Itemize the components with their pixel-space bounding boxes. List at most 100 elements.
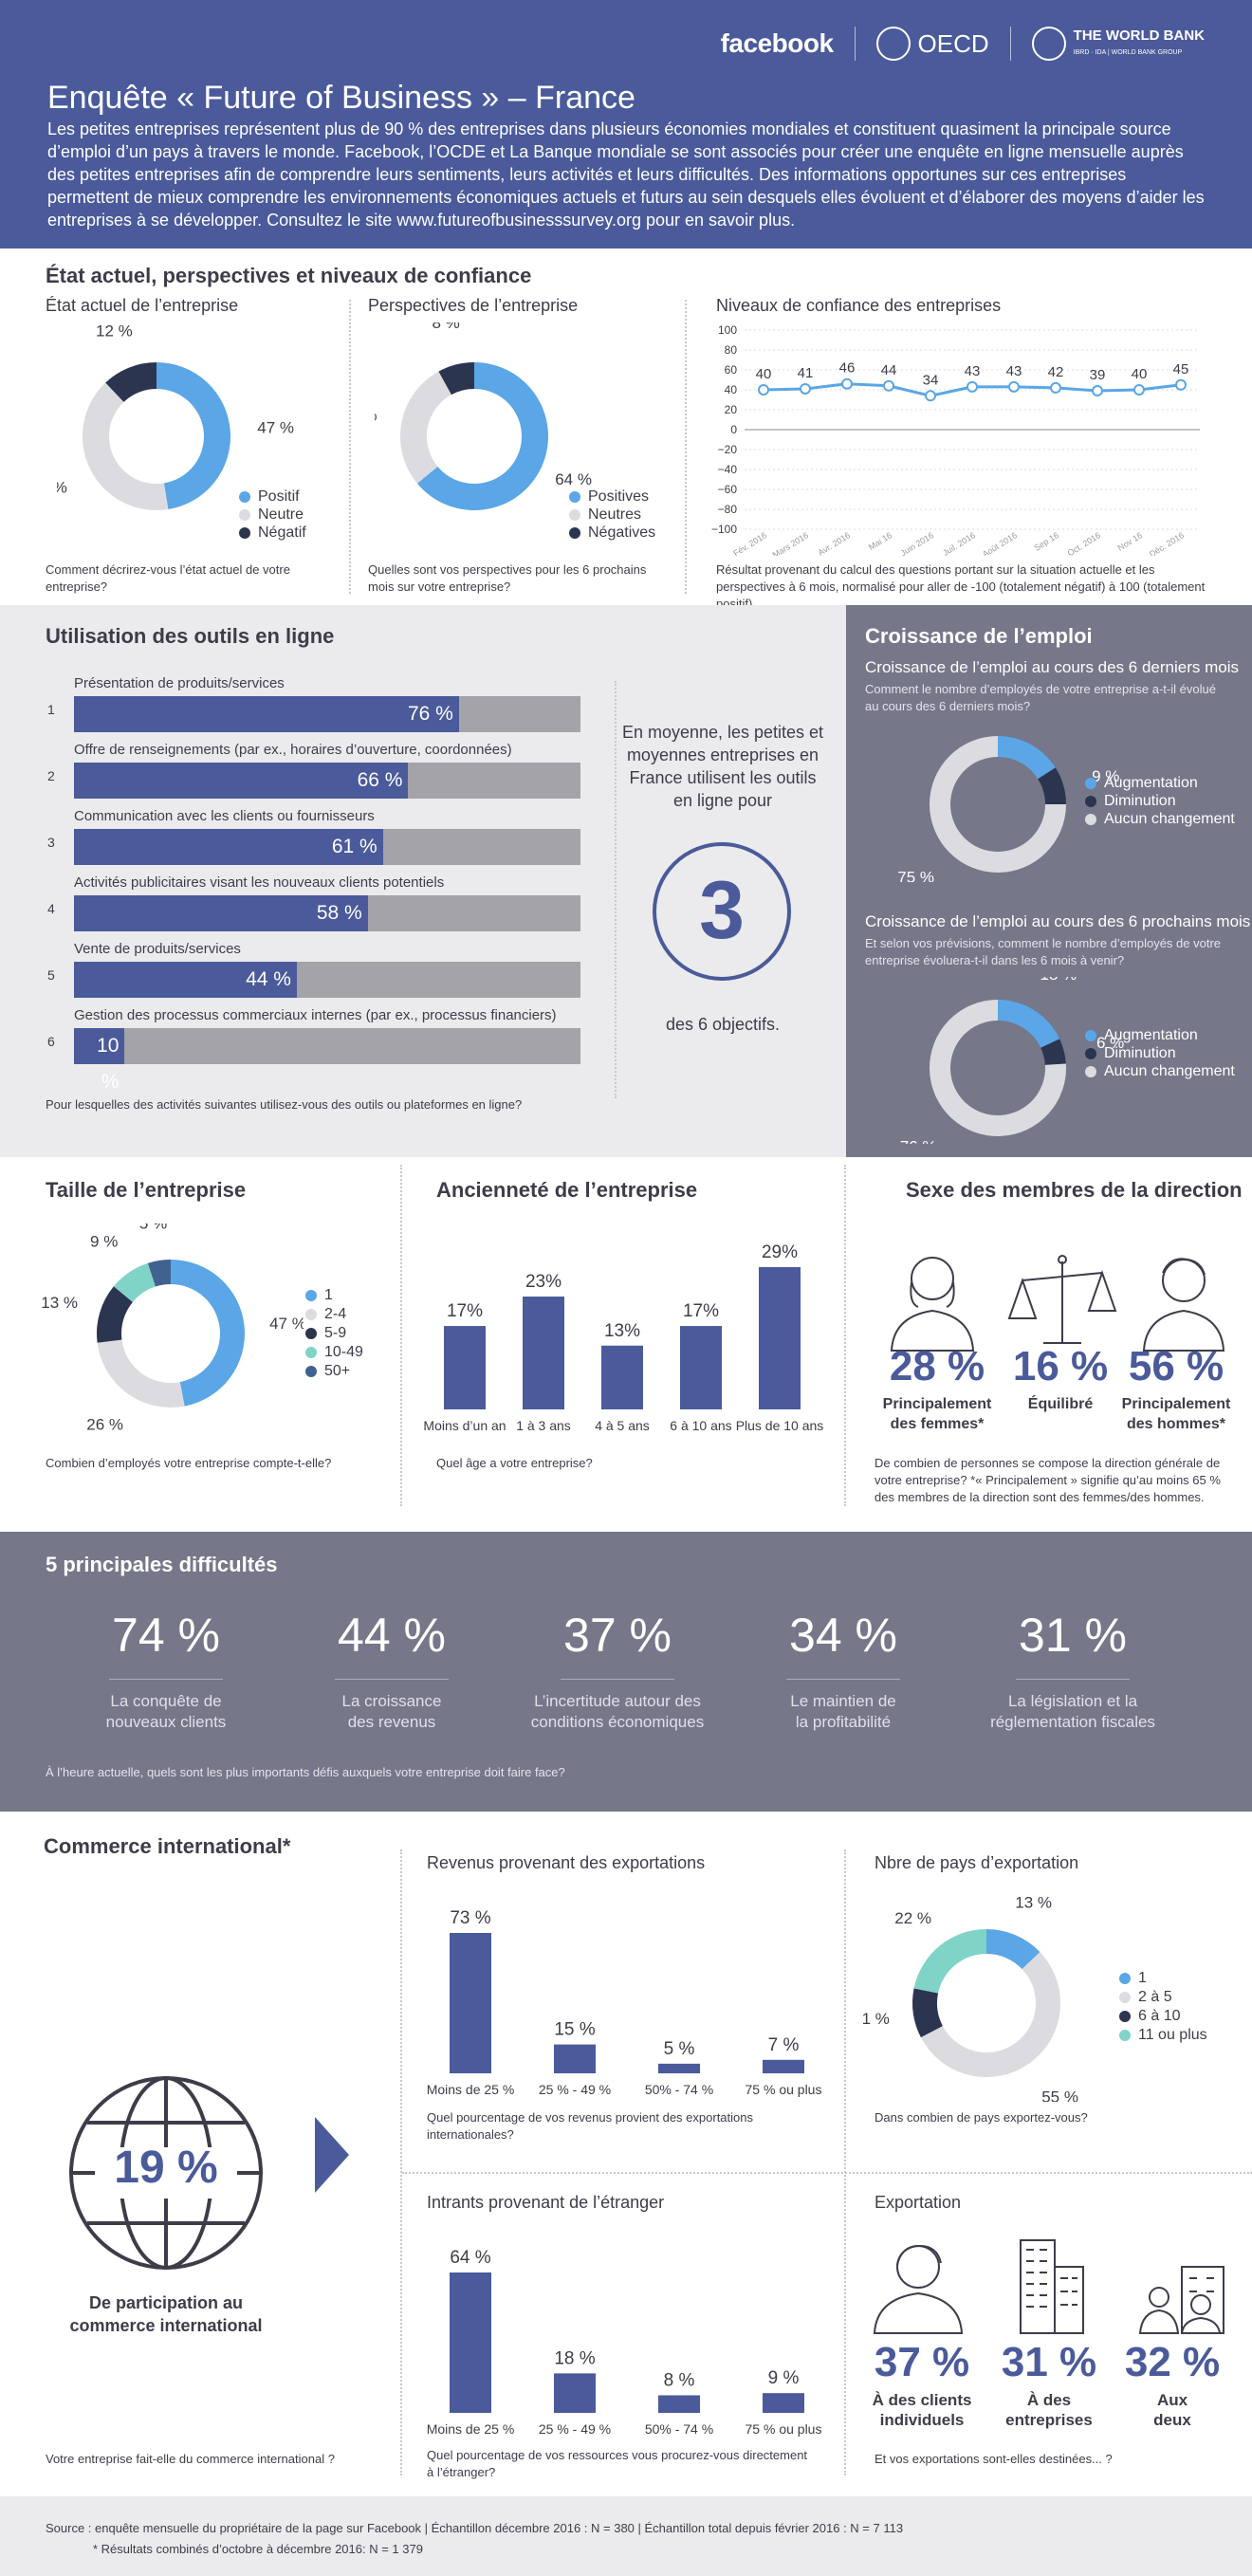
intr-title: Intrants provenant de l’étranger xyxy=(427,2193,665,2212)
donut-slice-taille-0 xyxy=(171,1260,245,1407)
emploi-past-title: Croissance de l’emploi au cours des 6 de… xyxy=(865,658,1240,676)
tools-rank: 4 xyxy=(47,901,55,916)
persp-donut-chart: 64 % 28 % 8 % xyxy=(375,322,592,510)
legend-item-persp-2: Négatives xyxy=(569,524,655,542)
tools-bar-label: Vente de produits/services xyxy=(74,941,241,957)
slice-label-persp-2: 8 % xyxy=(433,322,460,332)
difficulty-value: 37 % xyxy=(563,1609,672,1662)
legend-item-emp_past-1: Diminution xyxy=(1085,792,1235,810)
bar-value-label: 17% xyxy=(683,1301,719,1321)
donut-slice-taille-4 xyxy=(147,1260,171,1287)
legend-swatch xyxy=(1119,2011,1131,2022)
difficulty-value: 44 % xyxy=(338,1609,446,1662)
tools-title: Utilisation des outils en ligne xyxy=(46,624,335,648)
legend-swatch xyxy=(305,1366,317,1377)
emploi-past-question: Comment le nombre d’employés de votre en… xyxy=(865,682,1216,713)
taille-title: Taille de l’entreprise xyxy=(46,1178,247,1202)
bar-value-label: 8 % xyxy=(664,2371,695,2391)
pays-legend: 1 2 à 5 6 à 10 11 ou plus xyxy=(1119,1969,1207,2045)
legend-swatch xyxy=(1085,1029,1096,1041)
slice-label-taille-1: 26 % xyxy=(86,1415,123,1432)
slice-label-persp-1: 28 % xyxy=(375,407,377,425)
sexe-icons xyxy=(890,1255,1225,1352)
emploi-next-legend: Augmentation Diminution Aucun changement xyxy=(1085,1026,1235,1080)
bar-intr xyxy=(658,2395,700,2413)
tools-bar-row: 5 Vente de produits/services 44 % xyxy=(47,941,580,1000)
tools-bar-fill: 76 % xyxy=(74,696,459,732)
bar-anc xyxy=(601,1345,643,1409)
difficulty-value: 74 % xyxy=(112,1609,220,1662)
confidence-value-label: 40 xyxy=(756,366,772,382)
x-tick-label: Déc. 2016 xyxy=(1148,530,1186,556)
persp-title: Perspectives de l’entreprise xyxy=(368,296,579,315)
bar-rev xyxy=(450,1933,491,2073)
tools-bar-label: Présentation de produits/services xyxy=(74,675,285,691)
confidence-point xyxy=(967,380,978,393)
donut-slice-emp_past-2 xyxy=(930,736,1066,873)
confidence-point xyxy=(1050,381,1061,394)
legend-label: 1 xyxy=(1138,1970,1147,1986)
scale-icon xyxy=(1007,1255,1117,1344)
intl-question: Votre entreprise fait-elle du commerce i… xyxy=(46,2452,335,2466)
slice-label-etat-1: 40 % xyxy=(57,478,67,496)
bar-intr xyxy=(450,2272,491,2413)
bar-value-label: 17% xyxy=(447,1301,483,1321)
worldbank-logo: THE WORLD BANK IBRD · IDA | WORLD BANK GR… xyxy=(1031,27,1205,61)
bar-rev xyxy=(554,2044,596,2073)
difficulty-divider xyxy=(786,1679,900,1680)
donut-slice-emp_past-0 xyxy=(998,736,1056,780)
building-icon xyxy=(1020,2239,1084,2334)
difficulty-label: Le maintien de la profitabilité xyxy=(790,1692,896,1731)
arrow-right-icon xyxy=(315,2117,349,2193)
confidence-value-label: 34 xyxy=(923,372,939,388)
bar-rev xyxy=(658,2063,700,2073)
bar-value-label: 5 % xyxy=(664,2039,695,2059)
y-tick-label: 0 xyxy=(730,423,737,436)
sexe-title: Sexe des membres de la direction xyxy=(906,1178,1243,1202)
oecd-logo: OECD xyxy=(875,27,989,61)
legend-swatch xyxy=(239,508,250,521)
worldbank-globe-icon xyxy=(1031,27,1066,61)
intl-value: 19 % xyxy=(114,2143,218,2193)
emploi-next-title: Croissance de l’emploi au cours des 6 pr… xyxy=(865,912,1251,930)
bar-category-label: 4 à 5 ans xyxy=(595,1418,650,1433)
confidence-value-label: 39 xyxy=(1090,367,1106,383)
tools-rank: 5 xyxy=(47,967,55,983)
legend-item-emp_next-1: Diminution xyxy=(1085,1044,1235,1062)
legend-swatch xyxy=(305,1328,317,1339)
donut-slice-etat-1 xyxy=(83,382,169,510)
slice-label-etat-2: 12 % xyxy=(96,322,133,340)
confidence-value-label: 43 xyxy=(965,363,981,379)
donut-slice-persp-0 xyxy=(416,362,548,510)
bar-category-label: 1 à 3 ans xyxy=(516,1418,571,1433)
woman-icon xyxy=(890,1257,975,1352)
legend-label: Négatif xyxy=(258,524,306,541)
donut-slice-taille-2 xyxy=(97,1286,133,1343)
footer-note: * Résultats combinés d’octobre à décembr… xyxy=(93,2542,423,2556)
footer: Source : enquête mensuelle du propriétai… xyxy=(0,2496,1252,2576)
legend-item-pays-1: 2 à 5 xyxy=(1119,1988,1207,2007)
bar-intr xyxy=(554,2373,596,2413)
expo-value: 37 % xyxy=(874,2339,970,2385)
x-tick-label: Juin 2016 xyxy=(899,530,935,556)
tools-bar-row: 6 Gestion des processus commerciaux inter… xyxy=(47,1007,580,1093)
difficulty-label: La législation et la réglementation fisca… xyxy=(990,1692,1155,1731)
slice-label-emp_past-1: 9 % xyxy=(1092,767,1119,785)
tools-bar-track: 44 % xyxy=(74,962,580,998)
legend-label: Diminution xyxy=(1104,793,1176,809)
legend-swatch xyxy=(1119,2030,1131,2041)
tools-bar-row: 1 Présentation de produits/services 76 % xyxy=(47,675,580,734)
donut-slice-pays-3 xyxy=(913,1929,986,1994)
donut-slice-persp-1 xyxy=(400,371,451,484)
legend-item-pays-3: 11 ou plus xyxy=(1119,2026,1207,2045)
tools-bar-track: 76 % xyxy=(74,696,580,732)
tools-bar-row: 4 Activités publicitaires visant les nouv… xyxy=(47,874,580,933)
tools-bar-track: 61 % xyxy=(74,829,580,865)
legend-item-persp-0: Positives xyxy=(569,488,655,506)
legend-item-taille-4: 50+ xyxy=(305,1362,363,1381)
slice-label-pays-1: 55 % xyxy=(1041,2088,1078,2102)
persp-question: Quelles sont vos perspectives pour les 6… xyxy=(368,562,647,594)
donut-slice-pays-1 xyxy=(920,1952,1060,2077)
y-tick-label: −100 xyxy=(711,523,737,536)
confidence-line-chart: 100 80 60 40 20 0 −20 −40 −60 −80 −100 40 Fév. 2016 4… xyxy=(711,323,1200,556)
